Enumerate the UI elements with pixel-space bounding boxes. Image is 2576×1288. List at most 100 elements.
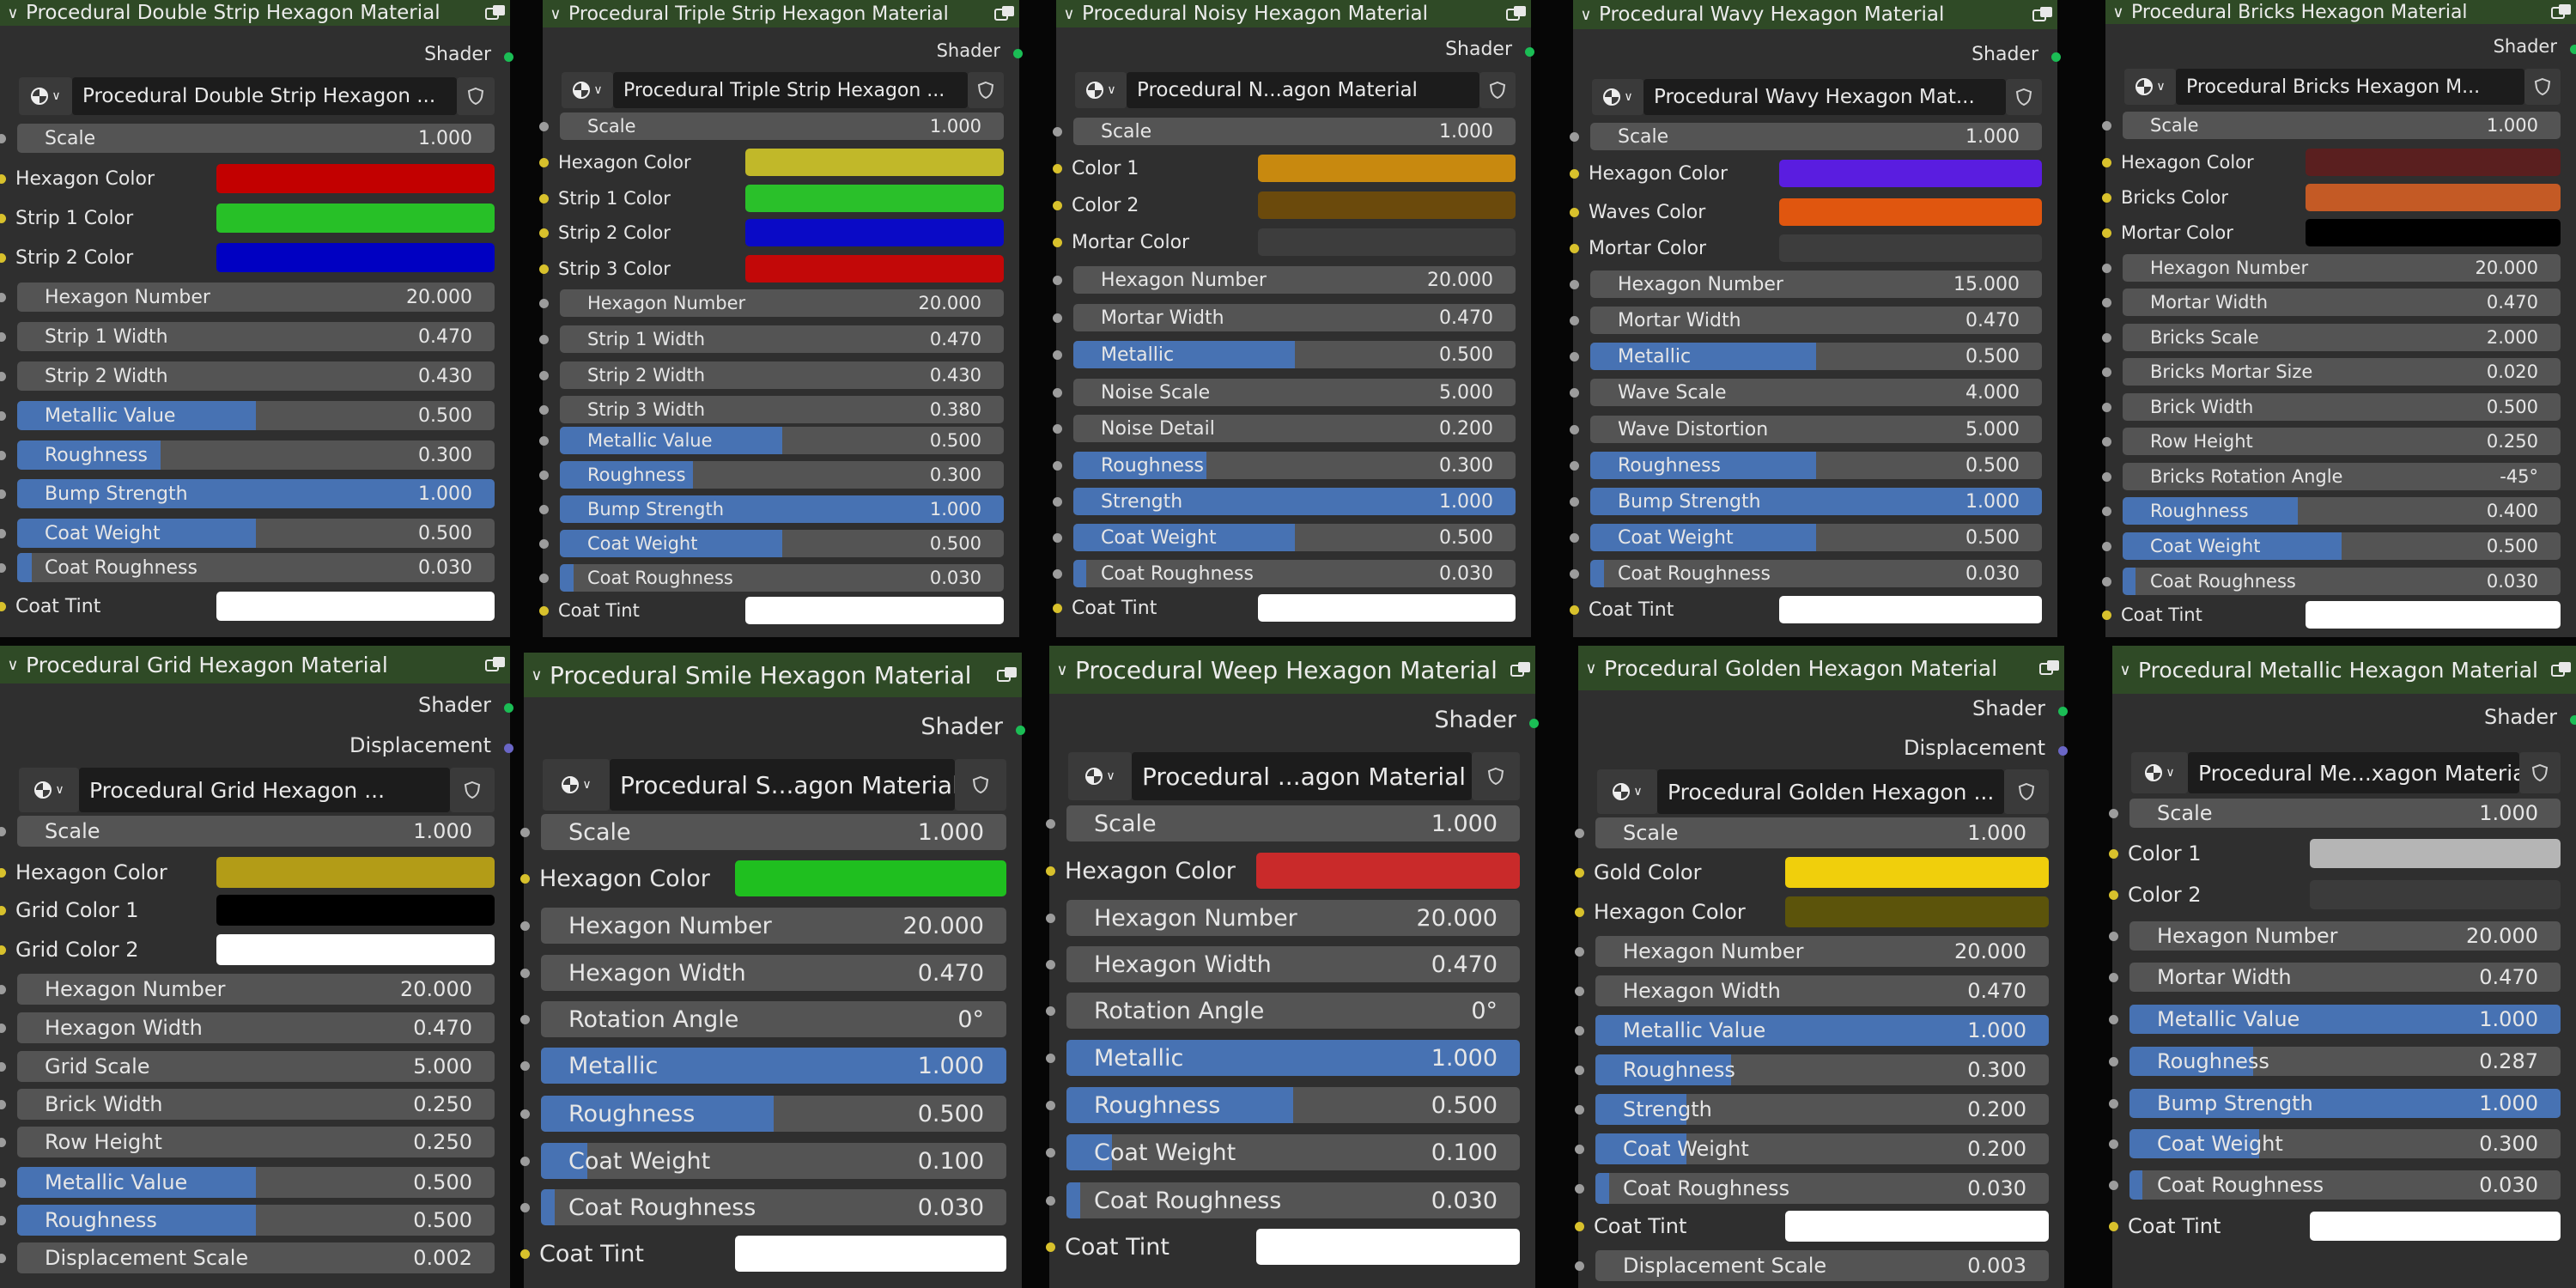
input-socket-hexagon-number[interactable] (520, 921, 530, 931)
input-socket-hexagon-color[interactable] (539, 158, 549, 167)
color-swatch[interactable] (1258, 594, 1516, 622)
collapse-chevron-icon[interactable]: ∨ (1056, 660, 1068, 679)
node-group-icon[interactable] (2028, 4, 2057, 25)
input-socket-mortar-color[interactable] (2102, 228, 2111, 238)
input-socket-bricks-scale[interactable] (2102, 333, 2111, 343)
input-socket-rotation-angle[interactable] (520, 1015, 530, 1024)
value-field-grid-scale[interactable]: Grid Scale 5.000 (17, 1051, 495, 1082)
collapse-chevron-icon[interactable]: ∨ (2119, 660, 2131, 679)
node-header[interactable]: ∨ Procedural Triple Strip Hexagon Materia… (543, 0, 1019, 27)
input-socket-brick-width[interactable] (0, 1100, 6, 1109)
color-swatch[interactable] (1778, 160, 2042, 187)
color-swatch[interactable] (744, 597, 1004, 624)
color-input-coat-tint[interactable]: Coat Tint (2128, 1212, 2561, 1241)
slider-coat-weight[interactable]: Coat Weight 0.100 (541, 1143, 1006, 1179)
material-name-field[interactable]: Procedural Me...xagon Material (2188, 752, 2519, 793)
slider-metallic[interactable]: Metallic 0.500 (1073, 341, 1516, 368)
node-header[interactable]: ∨ Procedural Metallic Hexagon Material (2112, 646, 2576, 694)
input-socket-mortar-width[interactable] (1053, 313, 1062, 323)
input-socket-wave-scale[interactable] (1570, 388, 1579, 398)
value-field-hexagon-number[interactable]: Hexagon Number 20.000 (17, 974, 495, 1005)
color-input-coat-tint[interactable]: Coat Tint (1065, 1229, 1520, 1265)
input-socket-coat-roughness[interactable] (539, 574, 549, 583)
color-input-strip-2-color[interactable]: Strip 2 Color (15, 243, 495, 272)
input-socket-row-height[interactable] (0, 1138, 6, 1147)
input-socket-bump-strength[interactable] (1570, 497, 1579, 507)
color-input-color-1[interactable]: Color 1 (2128, 839, 2561, 868)
input-socket-scale[interactable] (0, 134, 6, 143)
material-selector[interactable]: ∨ Procedural N...agon Material (1075, 72, 1516, 108)
node-header[interactable]: ∨ Procedural Smile Hexagon Material (524, 653, 1022, 697)
input-socket-color-2[interactable] (2109, 890, 2118, 900)
node-header[interactable]: ∨ Procedural Bricks Hexagon Material (2105, 0, 2576, 24)
fake-user-shield-icon[interactable] (2006, 79, 2042, 115)
collapse-chevron-icon[interactable]: ∨ (531, 665, 543, 684)
value-field-scale[interactable]: Scale 1.000 (560, 112, 1004, 140)
output-shader-socket[interactable] (2570, 45, 2576, 54)
material-browse-icon[interactable]: ∨ (562, 72, 613, 108)
slider-roughness[interactable]: Roughness 0.300 (1595, 1054, 2049, 1085)
fake-user-shield-icon[interactable] (955, 759, 1006, 811)
material-selector[interactable]: ∨ Procedural Bricks Hexagon M... (2124, 69, 2561, 105)
fake-user-shield-icon[interactable] (450, 768, 495, 812)
input-socket-coat-weight[interactable] (0, 529, 6, 538)
input-socket-hexagon-width[interactable] (0, 1024, 6, 1033)
slider-coat-roughness[interactable]: Coat Roughness 0.030 (541, 1189, 1006, 1225)
value-field-strip-3-width[interactable]: Strip 3 Width 0.380 (560, 396, 1004, 423)
collapse-chevron-icon[interactable]: ∨ (1580, 5, 1592, 24)
value-field-scale[interactable]: Scale 1.000 (1595, 817, 2049, 848)
input-socket-hexagon-number[interactable] (1053, 276, 1062, 285)
output-shader-socket[interactable] (2058, 707, 2068, 716)
input-socket-coat-tint[interactable] (539, 606, 549, 616)
input-socket-hexagon-width[interactable] (1046, 960, 1055, 969)
node-group-icon[interactable] (2547, 659, 2576, 680)
node-procedural-weep-hexagon-material[interactable]: ∨ Procedural Weep Hexagon Material Shader ∨… (1046, 646, 1539, 1288)
value-field-hexagon-number[interactable]: Hexagon Number 20.000 (1066, 900, 1520, 936)
color-swatch[interactable] (1778, 198, 2042, 226)
material-selector[interactable]: ∨ Procedural Triple Strip Hexagon ... (562, 72, 1004, 108)
value-field-hexagon-number[interactable]: Hexagon Number 20.000 (560, 289, 1004, 317)
color-input-strip-1-color[interactable]: Strip 1 Color (15, 204, 495, 233)
value-field-mortar-width[interactable]: Mortar Width 0.470 (1590, 307, 2042, 334)
color-swatch[interactable] (216, 164, 495, 193)
input-socket-coat-tint[interactable] (520, 1249, 530, 1259)
input-socket-metallic-value[interactable] (2109, 1015, 2118, 1024)
input-socket-bump-strength[interactable] (539, 505, 549, 514)
material-selector[interactable]: ∨ Procedural ...agon Material (1068, 752, 1520, 800)
value-field-rotation-angle[interactable]: Rotation Angle 0° (1066, 993, 1520, 1029)
color-input-coat-tint[interactable]: Coat Tint (558, 597, 1004, 624)
output-displacement-socket[interactable] (504, 744, 513, 753)
slider-roughness[interactable]: Roughness 0.300 (17, 440, 495, 470)
node-procedural-triple-strip-hexagon-material[interactable]: ∨ Procedural Triple Strip Hexagon Materia… (539, 0, 1023, 637)
color-input-strip-1-color[interactable]: Strip 1 Color (558, 185, 1004, 212)
value-field-rotation-angle[interactable]: Rotation Angle 0° (541, 1001, 1006, 1037)
input-socket-color-1[interactable] (2109, 849, 2118, 859)
output-shader-socket[interactable] (1525, 47, 1534, 57)
value-field-hexagon-width[interactable]: Hexagon Width 0.470 (1595, 975, 2049, 1006)
slider-roughness[interactable]: Roughness 0.300 (1073, 452, 1516, 479)
value-field-bricks-scale[interactable]: Bricks Scale 2.000 (2123, 324, 2561, 351)
node-procedural-grid-hexagon-material[interactable]: ∨ Procedural Grid Hexagon Material Shader D… (0, 646, 513, 1288)
input-socket-hexagon-number[interactable] (0, 293, 6, 302)
node-group-icon[interactable] (1506, 659, 1535, 680)
input-socket-row-height[interactable] (2102, 437, 2111, 447)
material-selector[interactable]: ∨ Procedural Golden Hexagon ... (1597, 769, 2049, 814)
material-browse-icon[interactable]: ∨ (543, 759, 610, 811)
node-header[interactable]: ∨ Procedural Noisy Hexagon Material (1056, 0, 1531, 27)
input-socket-hexagon-color[interactable] (0, 174, 6, 184)
color-input-color-1[interactable]: Color 1 (1072, 155, 1516, 182)
input-socket-hexagon-number[interactable] (1046, 914, 1055, 923)
output-shader-socket[interactable] (504, 52, 513, 62)
collapse-chevron-icon[interactable]: ∨ (550, 4, 562, 23)
value-field-bricks-mortar-size[interactable]: Bricks Mortar Size 0.020 (2123, 358, 2561, 386)
color-swatch[interactable] (1258, 228, 1516, 256)
color-swatch[interactable] (216, 243, 495, 272)
input-socket-waves-color[interactable] (1570, 208, 1579, 217)
value-field-strip-1-width[interactable]: Strip 1 Width 0.470 (17, 322, 495, 351)
color-input-hexagon-color[interactable]: Hexagon Color (1065, 853, 1520, 889)
slider-coat-weight[interactable]: Coat Weight 0.500 (560, 530, 1004, 557)
slider-roughness[interactable]: Roughness 0.300 (560, 461, 1004, 489)
slider-coat-roughness[interactable]: Coat Roughness 0.030 (1590, 560, 2042, 587)
slider-coat-roughness[interactable]: Coat Roughness 0.030 (1073, 560, 1516, 587)
value-field-hexagon-width[interactable]: Hexagon Width 0.470 (541, 955, 1006, 991)
